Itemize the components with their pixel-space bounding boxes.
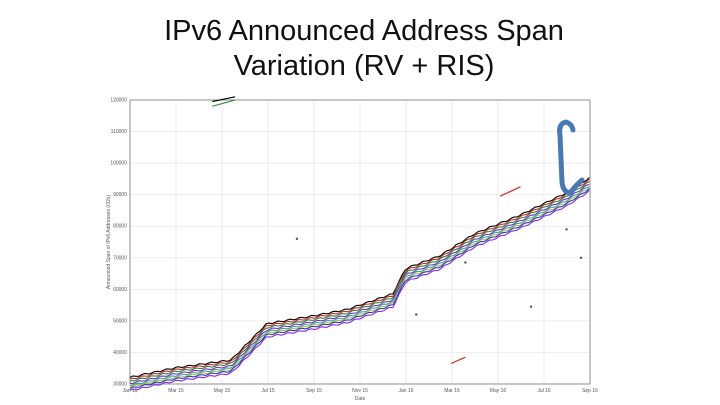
y-tick-label: 40000 bbox=[113, 350, 127, 356]
chart-labels: Date Announced Span of IPv6 Addresses (/… bbox=[106, 98, 598, 403]
outlier-line bbox=[212, 96, 236, 103]
x-tick-label: Sep 16 bbox=[582, 388, 598, 394]
outlier-point bbox=[579, 256, 583, 259]
chart-series bbox=[129, 96, 590, 391]
series-line bbox=[129, 186, 590, 387]
x-tick-label: Nov 15 bbox=[352, 388, 368, 394]
series-line bbox=[129, 190, 590, 391]
y-tick-label: 30000 bbox=[113, 382, 127, 388]
y-tick-label: 60000 bbox=[113, 287, 127, 293]
x-tick-label: Sep 15 bbox=[306, 388, 322, 394]
slide-title-line-1: IPv6 Announced Address Span bbox=[164, 15, 564, 47]
y-tick-label: 70000 bbox=[113, 255, 127, 261]
y-tick-label: 120000 bbox=[110, 98, 127, 104]
spread-bracket bbox=[557, 119, 585, 196]
plot-frame bbox=[129, 99, 591, 385]
slide-title: IPv6 Announced Address Span Variation (R… bbox=[0, 14, 720, 84]
y-tick-label: 110000 bbox=[111, 129, 128, 135]
series-line bbox=[129, 188, 590, 390]
series-line bbox=[129, 178, 590, 380]
slide-title-line-2: Variation (RV + RIS) bbox=[233, 50, 495, 82]
outlier-line bbox=[212, 99, 236, 107]
y-tick-label: 90000 bbox=[113, 192, 127, 198]
outlier-point bbox=[565, 228, 568, 231]
outlier-line bbox=[450, 356, 466, 365]
y-axis-label: Announced Span of IPv6 Addresses (/32s) bbox=[106, 195, 112, 290]
x-tick-label: Jul 16 bbox=[537, 388, 551, 394]
series-line bbox=[129, 183, 590, 385]
outlier-line bbox=[499, 186, 521, 197]
x-tick-label: Mar 15 bbox=[168, 388, 184, 394]
x-tick-label: May 16 bbox=[490, 388, 507, 394]
series-line bbox=[129, 187, 590, 389]
series-line bbox=[129, 177, 590, 378]
y-tick-label: 100000 bbox=[110, 161, 127, 167]
x-tick-label: Mar 16 bbox=[444, 388, 460, 394]
x-axis-label: Date bbox=[355, 396, 366, 402]
series-line bbox=[129, 181, 590, 382]
outlier-point bbox=[529, 305, 533, 308]
chart-grid bbox=[129, 99, 591, 385]
outlier-point bbox=[464, 261, 467, 264]
y-tick-label: 80000 bbox=[113, 224, 127, 230]
x-tick-label: Jan 16 bbox=[398, 388, 413, 394]
y-tick-label: 50000 bbox=[113, 318, 127, 324]
outlier-point bbox=[415, 313, 418, 316]
outlier-point bbox=[295, 237, 299, 241]
x-tick-label: May 15 bbox=[214, 388, 231, 394]
x-tick-label: Jul 15 bbox=[261, 388, 275, 394]
x-tick-label: Jan 15 bbox=[122, 388, 137, 394]
chart-axes bbox=[129, 99, 591, 385]
